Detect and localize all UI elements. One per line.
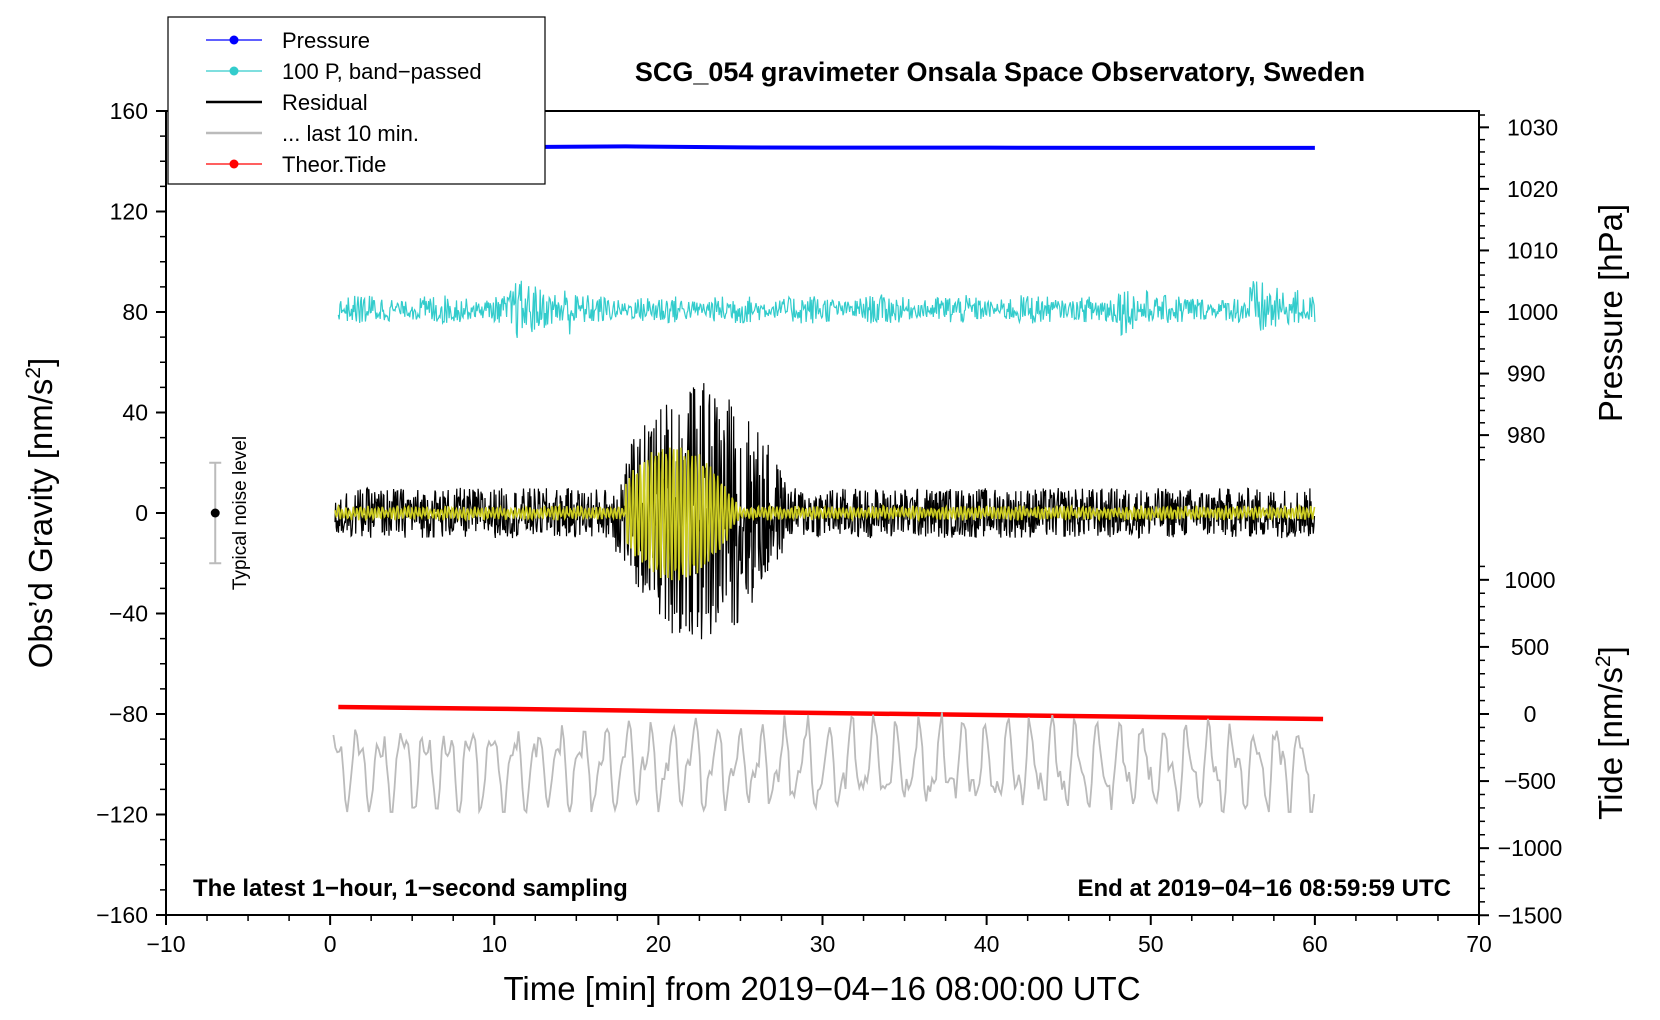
legend-marker (229, 66, 239, 76)
tide-tick-label: −1000 (1498, 835, 1563, 861)
y-axis-title-sup: 2 (22, 367, 45, 379)
tide-tick-label: 1000 (1504, 567, 1555, 593)
pressure-tick-label: 990 (1507, 361, 1545, 387)
tide-tick-label: −1500 (1498, 902, 1563, 928)
y-axis-right-tide: −1500 −1000 −500 0 500 1000 (1479, 565, 1563, 928)
legend-marker (229, 159, 239, 169)
x-tick-label: −10 (146, 931, 185, 957)
pressure-tick-label: 1030 (1507, 114, 1558, 140)
series-last-10-min (332, 712, 1316, 815)
chart-title: SCG_054 gravimeter Onsala Space Observat… (635, 57, 1365, 87)
noise-level-label: Typical noise level (230, 436, 251, 590)
x-tick-label: 70 (1466, 931, 1492, 957)
y-axis-right-pressure: 980 990 1000 1010 1020 1030 (1478, 111, 1558, 915)
legend-label: Residual (282, 90, 368, 115)
x-tick-label: 50 (1138, 931, 1164, 957)
tide-tick-label: 500 (1511, 634, 1549, 660)
annotation-sampling: The latest 1−hour, 1−second sampling (193, 875, 628, 902)
tide-axis-title-sup: 2 (1592, 655, 1615, 667)
noise-level-bar (209, 461, 222, 565)
x-tick-label: 20 (646, 931, 672, 957)
series-filtered-residual (334, 447, 1316, 581)
y-tick-label: −40 (109, 601, 148, 627)
y-tick-label: 0 (135, 500, 148, 526)
y-axis-title: Obs’d Gravity [nm/s2] (22, 358, 59, 669)
pressure-axis-title: Pressure [hPa] (1592, 204, 1629, 422)
series-theor-tide (338, 704, 1324, 722)
x-axis: −10 0 10 20 30 40 50 60 70 (146, 915, 1492, 957)
y-tick-label: 80 (122, 299, 148, 325)
y-axis-left: −160 −120 −80 −40 0 40 80 120 160 (96, 98, 166, 928)
pressure-tick-label: 1020 (1507, 176, 1558, 202)
y-tick-label: −160 (96, 902, 148, 928)
tide-axis-title-end: ] (1592, 646, 1629, 655)
x-tick-label: 10 (481, 931, 507, 957)
series-pressure-bandpassed (337, 280, 1316, 338)
legend-label: Pressure (282, 28, 370, 53)
legend-label: ... last 10 min. (282, 121, 419, 146)
legend-label: 100 P, band−passed (282, 59, 482, 84)
x-axis-title: Time [min] from 2019−04−16 08:00:00 UTC (503, 970, 1140, 1007)
tide-axis-title: Tide [nm/s2] (1592, 646, 1629, 820)
y-tick-label: 40 (122, 400, 148, 426)
pressure-tick-label: 1000 (1507, 299, 1558, 325)
y-tick-label: −80 (109, 701, 148, 727)
legend-label: Theor.Tide (282, 152, 386, 177)
x-tick-label: 60 (1302, 931, 1328, 957)
series-layer (332, 144, 1324, 815)
tide-tick-label: 0 (1524, 701, 1537, 727)
x-tick-label: 30 (810, 931, 836, 957)
y-tick-label: 120 (110, 199, 148, 225)
annotation-end-time: End at 2019−04−16 08:59:59 UTC (1077, 875, 1451, 902)
tide-tick-label: −500 (1504, 768, 1556, 794)
y-axis-title-end: ] (22, 358, 59, 367)
pressure-tick-label: 980 (1507, 422, 1545, 448)
x-tick-label: 40 (974, 931, 1000, 957)
noise-bar-center (210, 508, 220, 518)
x-tick-label: 0 (324, 931, 337, 957)
tide-axis-title-main: Tide [nm/s (1592, 667, 1629, 820)
y-tick-label: −120 (96, 802, 148, 828)
legend-box (167, 16, 546, 185)
y-axis-title-main: Obs’d Gravity [nm/s (22, 379, 59, 669)
legend-marker (229, 35, 239, 45)
y-tick-label: 160 (110, 98, 148, 124)
legend: Pressure 100 P, band−passed Residual ... la… (167, 16, 546, 185)
pressure-tick-label: 1010 (1507, 237, 1558, 263)
